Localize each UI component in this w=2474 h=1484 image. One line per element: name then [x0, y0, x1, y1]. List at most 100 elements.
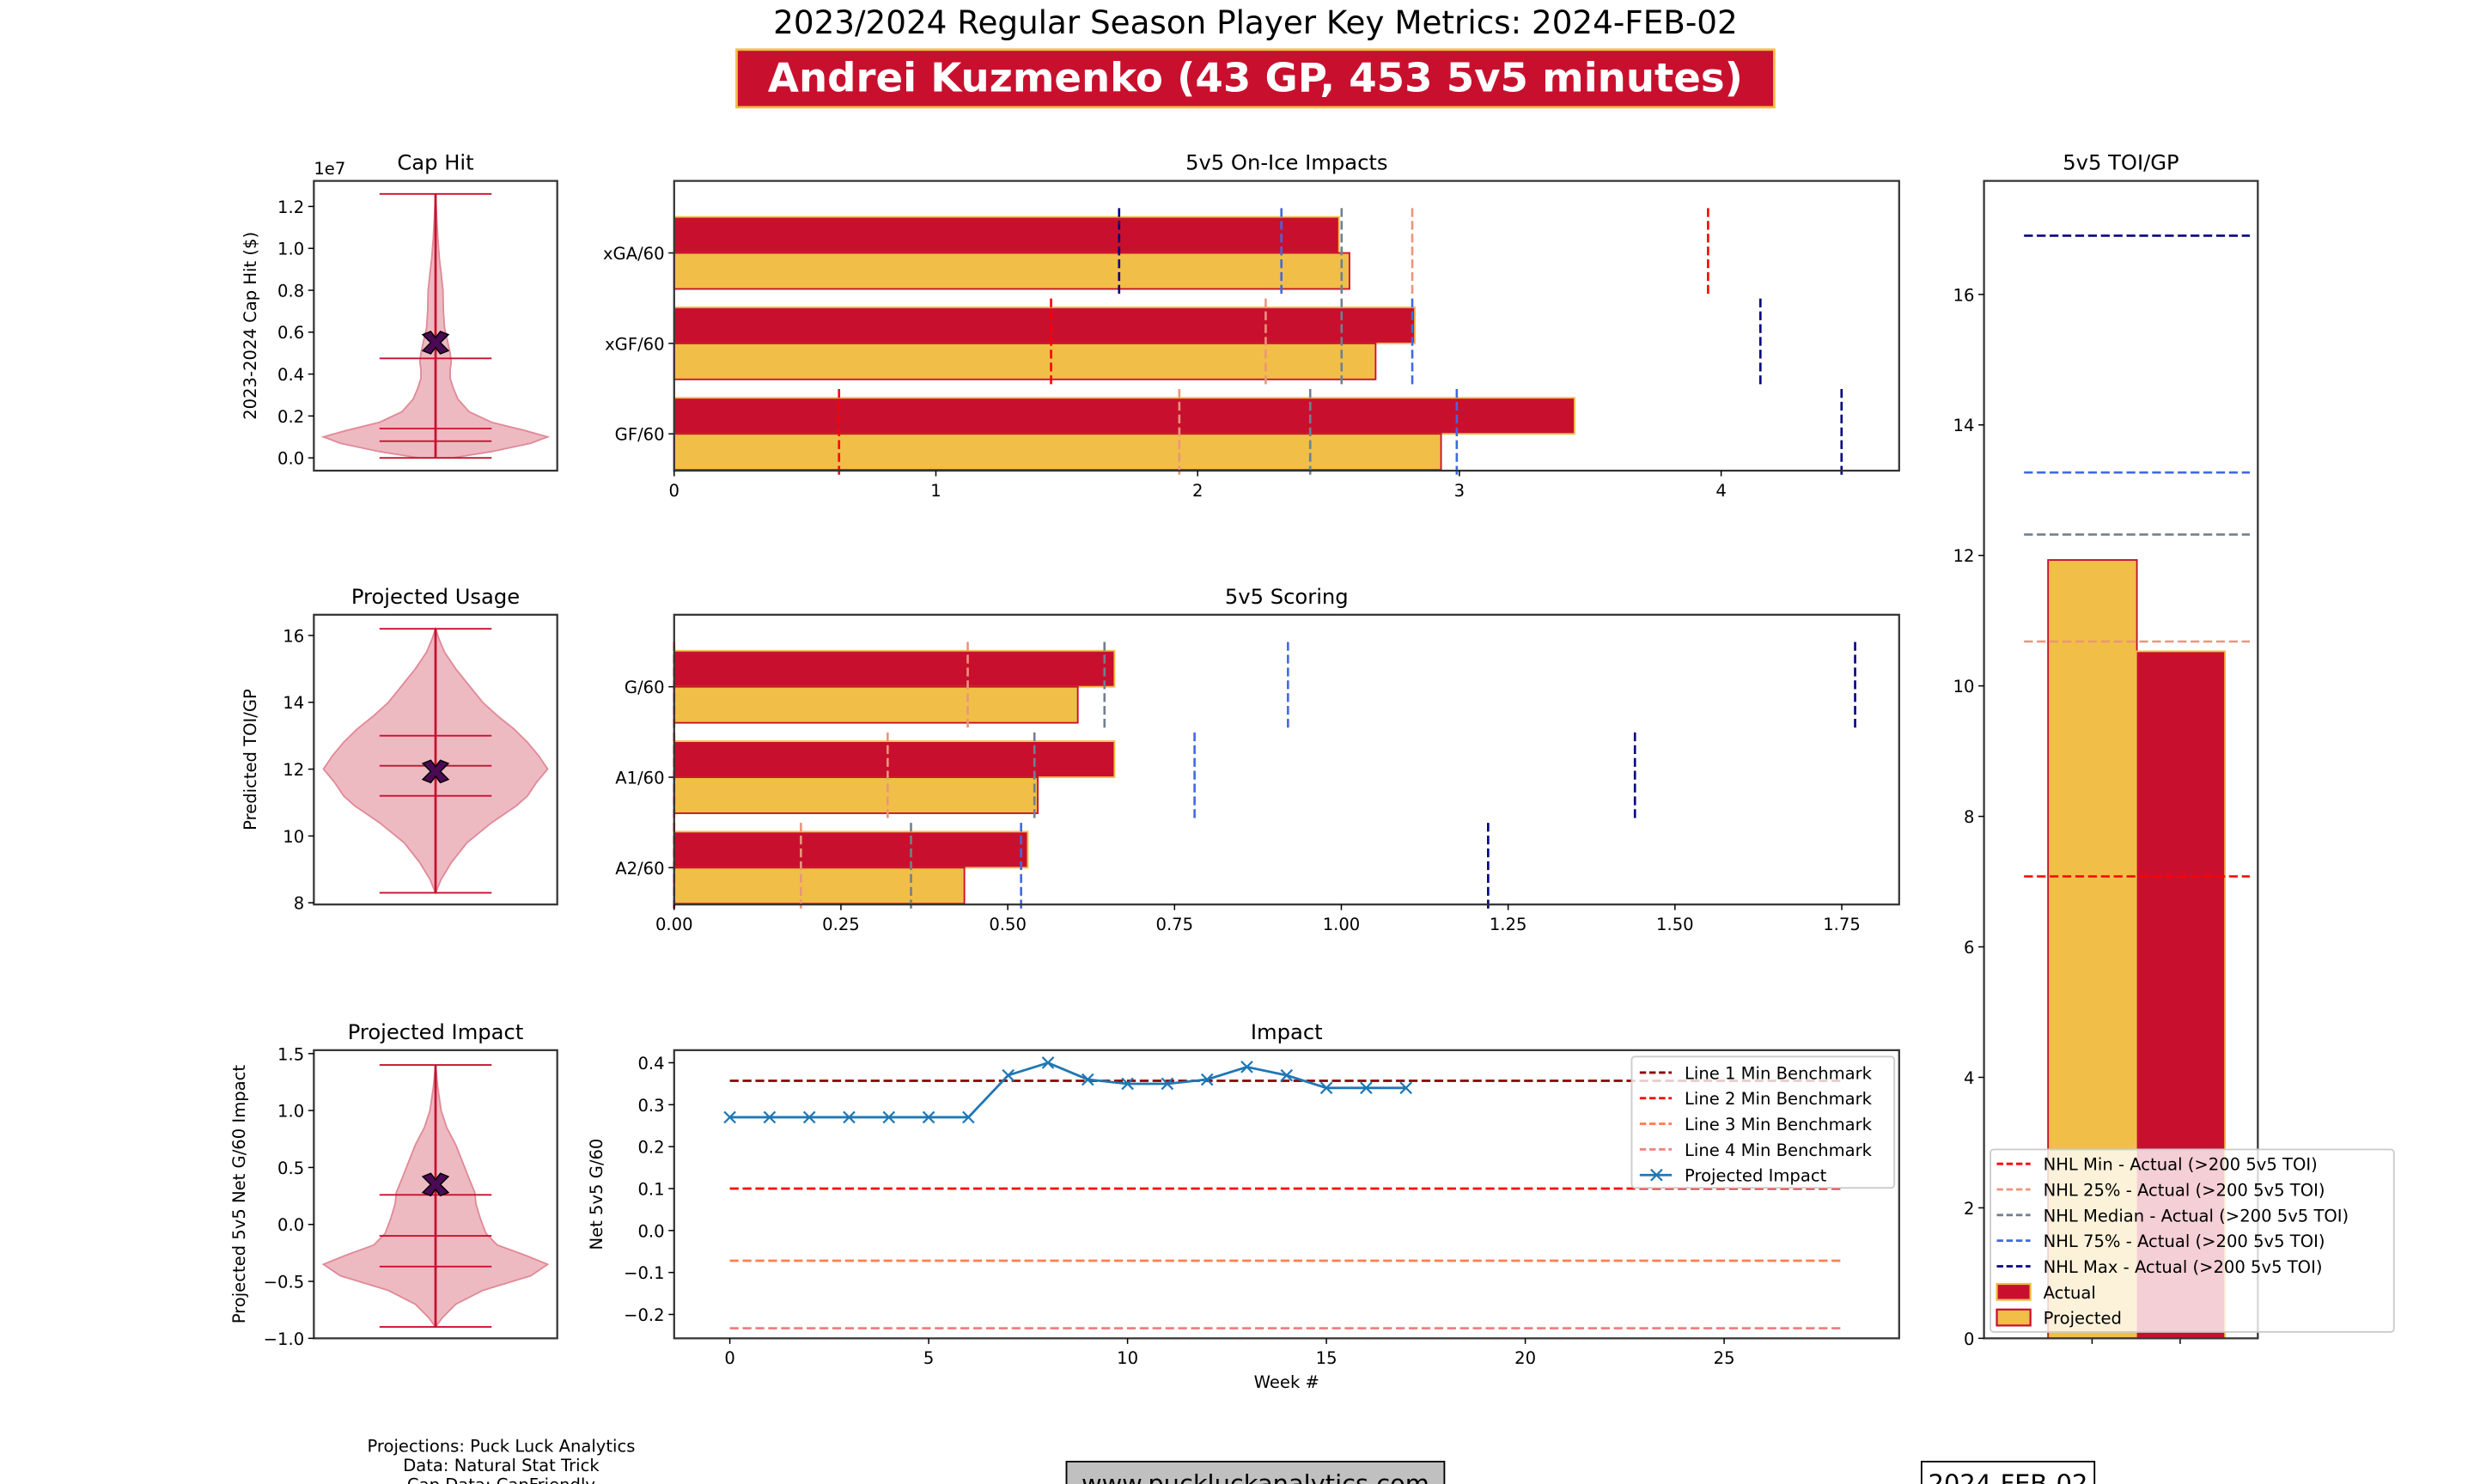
pimpact-ytick-label: −0.5 [264, 1273, 305, 1292]
chart-onice: xGA/60 xGF/60 GF/60 5v5 On-Ice Impacts 0 1 2 3 4 [603, 151, 1900, 501]
projected-impact-point [962, 1110, 975, 1124]
onice-xtick-label: 4 [1715, 481, 1726, 501]
impact-ytick-label: 0.0 [637, 1221, 664, 1241]
credit-data: Data: Natural Stat Trick [403, 1456, 600, 1475]
website-link[interactable]: www.puckluckanalytics.com [1082, 1469, 1429, 1484]
projected-impact-point [1360, 1081, 1373, 1095]
cap-ylabel: 2023-2024 Cap Hit ($) [241, 232, 260, 420]
impact-xtick-label: 0 [724, 1348, 734, 1368]
date-box [1920, 1460, 2096, 1484]
legend-label: Line 2 Min Benchmark [1685, 1089, 1873, 1109]
impact-ytick-label: −0.2 [624, 1305, 665, 1325]
impact-xtick-label: 15 [1316, 1348, 1338, 1368]
scoring-category-label: A2/60 [615, 859, 664, 879]
impact-xlabel: Week # [1254, 1372, 1319, 1392]
legend-label: NHL Median - Actual (>200 5v5 TOI) [2044, 1206, 2349, 1226]
onice-xtick-label: 1 [930, 481, 941, 501]
onice-bar-actual [673, 397, 1575, 435]
impact-xtick-label: 5 [923, 1348, 934, 1368]
projected-impact-point [1161, 1077, 1174, 1091]
toi-ytick-label: 0 [1964, 1329, 1974, 1349]
scoring-bar-projected [673, 685, 1079, 724]
scoring-xtick-label: 1.25 [1490, 915, 1527, 934]
pimpact-ytick-label: 0.0 [277, 1215, 304, 1235]
pimpact-frame [313, 1049, 558, 1340]
impact-ytick-label: 0.3 [637, 1096, 664, 1116]
scoring-bar-projected [673, 776, 1039, 814]
legend-label: NHL Min - Actual (>200 5v5 TOI) [2044, 1155, 2318, 1175]
scoring-category-label: G/60 [625, 678, 665, 697]
usage-title: Projected Usage [351, 585, 520, 609]
website-box [1065, 1460, 1446, 1484]
projected-impact-point [1399, 1081, 1412, 1095]
legend-label: Projected [2044, 1309, 2122, 1329]
impact-ytick-label: −0.1 [624, 1263, 665, 1283]
impact-xtick-label: 10 [1117, 1348, 1138, 1368]
usage-player-marker [421, 759, 450, 784]
scoring-bar-projected [673, 867, 966, 905]
legend-label: Line 1 Min Benchmark [1685, 1063, 1873, 1083]
toi-ytick-label: 16 [1953, 285, 1975, 305]
chart-toi: 5v5 TOI/GP 0 2 4 6 8 10 12 14 16 NHL Min - Actual … [1953, 151, 2395, 1349]
scoring-category-label: A1/60 [615, 768, 664, 788]
legend-marker-projected-impact [1650, 1168, 1663, 1182]
projected-impact-point [1319, 1081, 1333, 1095]
usage-ytick-label: 14 [283, 693, 304, 713]
toi-ytick-label: 8 [1964, 807, 1974, 827]
projected-impact-point [1121, 1077, 1134, 1091]
footer-credits: Projections: Puck Luck Analytics Data: N… [367, 1437, 635, 1484]
cap-player-marker [421, 331, 450, 355]
projected-impact-point [763, 1110, 777, 1124]
usage-ytick-label: 8 [294, 894, 304, 914]
pimpact-ytick-label: 0.5 [277, 1159, 304, 1178]
legend-label: Projected Impact [1685, 1166, 1827, 1186]
scoring-bar-actual [673, 740, 1116, 778]
scoring-xtick-label: 1.50 [1656, 915, 1694, 934]
cap-ytick-label: 1.2 [277, 198, 304, 217]
impact-ytick-label: 0.4 [637, 1054, 664, 1073]
scoring-xtick-label: 1.00 [1323, 915, 1361, 934]
usage-ytick-label: 10 [283, 827, 304, 847]
toi-legend: NHL Min - Actual (>200 5v5 TOI) NHL 25% -… [1990, 1148, 2395, 1333]
onice-bar-actual [673, 216, 1340, 254]
credit-projections: Projections: Puck Luck Analytics [367, 1437, 635, 1457]
toi-title: 5v5 TOI/GP [2063, 151, 2178, 175]
scoring-xtick-label: 0.75 [1156, 915, 1194, 934]
legend-label: Line 3 Min Benchmark [1685, 1115, 1873, 1134]
projected-impact-point [1200, 1073, 1214, 1086]
toi-legend-box [1990, 1148, 2395, 1333]
onice-category-label: GF/60 [615, 425, 665, 445]
projected-impact-point [882, 1110, 896, 1124]
chart-cap: Cap Hit 0.0 0.2 0.4 0.6 0.8 1.0 1.2 2023-2024 Ca… [241, 151, 558, 472]
projected-impact-point [1041, 1056, 1055, 1069]
projected-impact-point [922, 1110, 935, 1124]
chart-usage: Projected Usage 8 10 12 14 16 Predicted TOI/GP [241, 585, 558, 914]
cap-ytick-label: 1.0 [277, 240, 304, 259]
projected-impact-point [723, 1110, 736, 1124]
impact-ytick-label: 0.1 [637, 1179, 664, 1199]
pimpact-player-marker [421, 1172, 450, 1197]
toi-frame [1983, 179, 2259, 1340]
legend-label: Line 4 Min Benchmark [1685, 1140, 1873, 1160]
impact-legend: Line 1 Min Benchmark Line 2 Min Benchmark… [1630, 1055, 1896, 1189]
cap-ytick-label: 0.4 [277, 365, 304, 385]
projected-impact-point [1002, 1068, 1015, 1082]
scoring-xtick-label: 0.50 [989, 915, 1027, 934]
legend-label: NHL 25% - Actual (>200 5v5 TOI) [2044, 1180, 2325, 1200]
onice-frame [673, 179, 1900, 472]
toi-ytick-label: 4 [1964, 1068, 1974, 1088]
cap-title: Cap Hit [397, 151, 473, 175]
usage-ytick-label: 12 [283, 760, 304, 780]
impact-xtick-label: 20 [1514, 1348, 1536, 1368]
toi-ytick-label: 6 [1964, 938, 1974, 958]
legend-label: Actual [2044, 1283, 2096, 1303]
onice-title: 5v5 On-Ice Impacts [1185, 151, 1387, 175]
scoring-frame [673, 613, 1900, 906]
projected-impact-point [1081, 1073, 1094, 1086]
chart-pimpact: Projected Impact −1.0 −0.5 0.0 0.5 1.0 1.5 Proj… [229, 1020, 558, 1349]
pimpact-title: Projected Impact [348, 1020, 524, 1044]
usage-ytick-label: 16 [283, 626, 304, 646]
scoring-bar-actual [673, 830, 1029, 869]
impact-ylabel: Net 5v5 G/60 [587, 1139, 606, 1250]
